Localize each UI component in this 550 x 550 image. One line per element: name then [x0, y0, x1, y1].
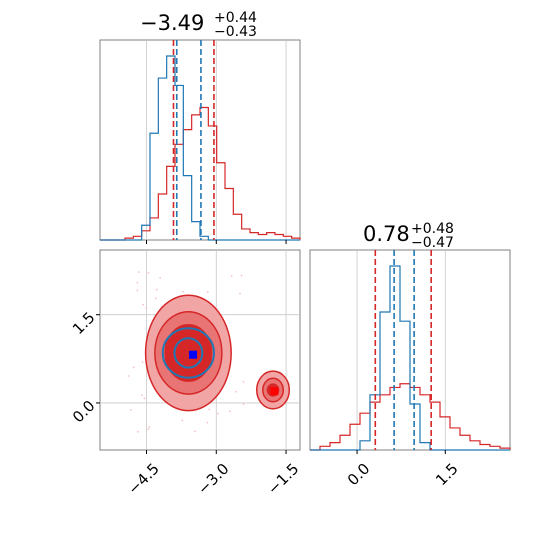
title-param1-plus: +0.44 — [214, 10, 257, 26]
title-param2-plus: +0.48 — [411, 221, 454, 237]
scatter-point-19 — [145, 307, 148, 309]
scatter-point-12 — [141, 361, 144, 364]
tick-label-joint-x-2: −1.5 — [264, 460, 302, 498]
histogram-blue-param2 — [310, 265, 510, 451]
tick-label-joint-y-0: 0.0 — [69, 397, 99, 427]
histogram-blue-param1 — [100, 55, 300, 241]
scatter-point-59 — [228, 410, 231, 413]
scatter-point-13 — [242, 403, 245, 406]
contour-blue-inner — [173, 337, 204, 369]
tick-label-hist2-x-1: 1.5 — [432, 460, 462, 490]
scatter-point-1 — [140, 394, 143, 397]
tick-label-hist2-x-0: 0.0 — [344, 460, 374, 490]
scatter-point-50 — [142, 303, 144, 306]
hist-panel-param1 — [99, 39, 301, 241]
title-param1-minus: −0.43 — [214, 24, 257, 40]
scatter-point-38 — [239, 292, 241, 295]
scatter-point-51 — [235, 390, 238, 393]
scatter-point-30 — [242, 380, 245, 383]
scatter-point-45 — [127, 375, 130, 377]
scatter-point-27 — [181, 419, 184, 422]
scatter-point-57 — [136, 430, 139, 433]
tick-label-joint-x-0: −4.5 — [124, 460, 162, 498]
scatter-point-40 — [194, 430, 196, 433]
scatter-point-28 — [132, 366, 135, 369]
contour-main-inner — [164, 323, 213, 382]
scatter-point-48 — [182, 290, 184, 293]
title-param1-median: −3.49 — [140, 11, 204, 35]
marker-red-1 — [270, 387, 279, 396]
scatter-point-55 — [154, 297, 157, 300]
scatter-point-21 — [136, 281, 139, 284]
scatter-point-16 — [147, 272, 150, 274]
tick-label-joint-y-1: 1.5 — [69, 309, 99, 339]
title-param1: −3.49 — [140, 11, 204, 35]
scatter-point-37 — [230, 274, 233, 277]
scatter-point-35 — [216, 412, 219, 415]
tick-label-joint-x-1: −3.0 — [194, 460, 232, 498]
contour-blue-outer — [161, 327, 215, 379]
scatter-point-56 — [147, 428, 150, 431]
histogram-red-param1 — [100, 106, 301, 241]
scatter-point-26 — [143, 397, 146, 400]
joint-panel — [99, 249, 301, 451]
title-param2: 0.78 — [363, 222, 410, 246]
marker-blue-0 — [189, 350, 198, 359]
title-param2-minus: −0.47 — [411, 235, 454, 251]
scatter-point-10 — [148, 426, 151, 428]
scatter-point-54 — [206, 291, 209, 293]
scatter-point-6 — [206, 421, 209, 424]
hist-panel-param2 — [309, 249, 511, 451]
scatter-point-47 — [137, 271, 140, 274]
scatter-point-3 — [136, 289, 139, 292]
scatter-point-52 — [129, 408, 132, 411]
title-param2-median: 0.78 — [363, 222, 410, 246]
scatter-point-8 — [208, 408, 211, 411]
scatter-point-11 — [240, 274, 243, 277]
scatter-point-44 — [159, 276, 162, 279]
scatter-point-22 — [155, 288, 158, 291]
